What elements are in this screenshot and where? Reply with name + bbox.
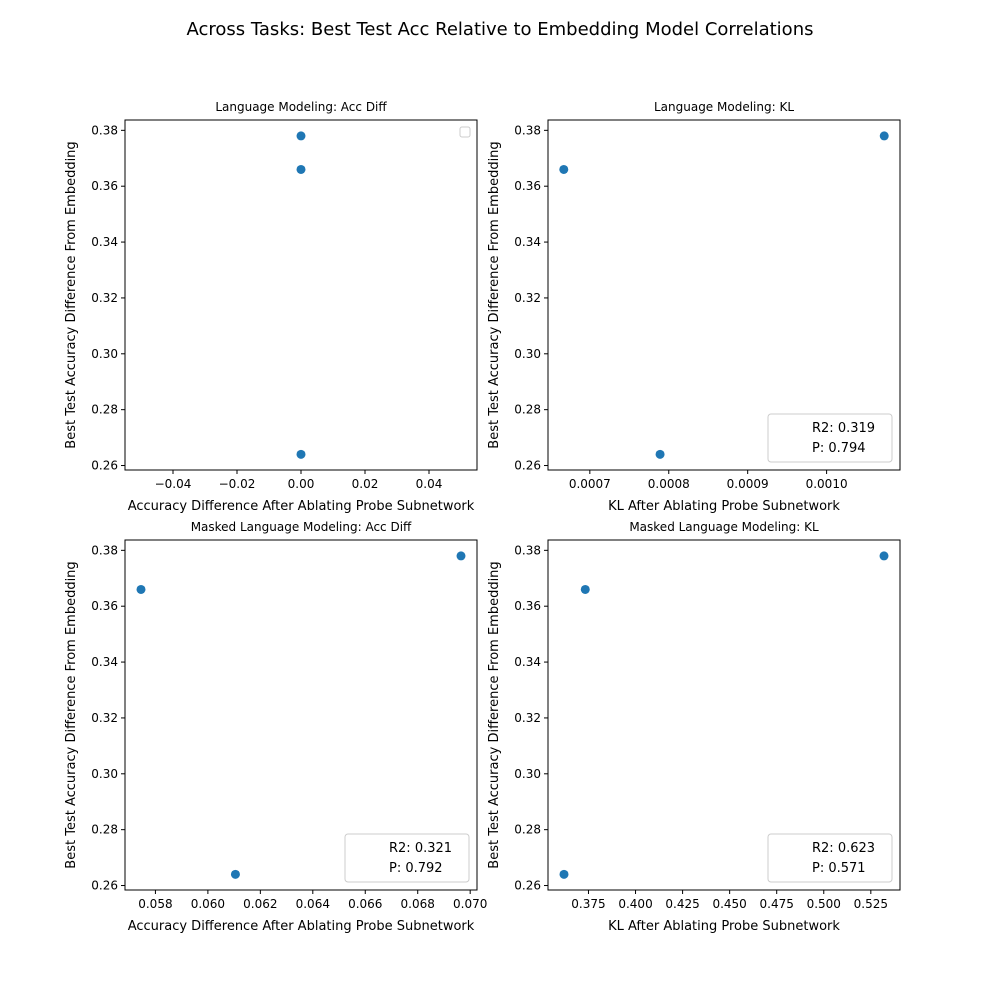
subplot-title: Masked Language Modeling: Acc Diff (191, 520, 412, 534)
y-tick-label: 0.34 (514, 655, 541, 669)
x-tick-label: 0.00 (288, 477, 315, 491)
axes-frame (547, 539, 901, 891)
x-tick-label: 0.0008 (648, 477, 690, 491)
x-tick-label: 0.0009 (727, 477, 769, 491)
x-tick-label: 0.064 (296, 897, 330, 911)
y-tick-label: 0.34 (514, 235, 541, 249)
figure-suptitle: Across Tasks: Best Test Acc Relative to … (187, 19, 814, 40)
subplot-3: Masked Language Modeling: Acc Diff 0.058 0… (64, 520, 487, 934)
subplot-grid: Language Modeling: Acc Diff −0.04 −0.02 0.0… (64, 100, 901, 934)
x-tick-label: 0.500 (807, 897, 841, 911)
y-tick-label: 0.34 (91, 655, 118, 669)
subplot-1: Language Modeling: Acc Diff −0.04 −0.02 0.0… (64, 100, 478, 514)
x-tick-label: 0.425 (665, 897, 699, 911)
legend-entry: P: 0.792 (389, 861, 443, 876)
y-tick-label: 0.32 (91, 291, 118, 305)
y-tick-label: 0.36 (91, 599, 118, 613)
subplot-title: Language Modeling: KL (654, 100, 794, 114)
data-point (296, 164, 306, 174)
subplot-2: Language Modeling: KL 0.0007 0.0008 0.0009 0… (487, 100, 901, 514)
legend-entry: P: 0.571 (812, 861, 866, 876)
data-point (655, 449, 665, 459)
y-tick-label: 0.32 (91, 711, 118, 725)
x-tick-label: 0.062 (243, 897, 277, 911)
y-tick-label: 0.32 (514, 711, 541, 725)
y-tick-label: 0.30 (91, 347, 118, 361)
legend-entry: R2: 0.623 (812, 841, 875, 856)
y-axis-label: Best Test Accuracy Difference From Embed… (487, 141, 502, 448)
subplot-4: Masked Language Modeling: KL 0.375 0.400 0.… (487, 520, 901, 934)
y-tick-label: 0.36 (514, 179, 541, 193)
data-point (879, 551, 889, 561)
legend-box (767, 413, 893, 463)
x-tick-label: −0.04 (155, 477, 192, 491)
axes-frame (124, 539, 478, 891)
x-tick-label: 0.0010 (806, 477, 848, 491)
x-tick-label: 0.068 (401, 897, 435, 911)
x-axis-label: KL After Ablating Probe Subnetwork (608, 919, 840, 934)
data-point (456, 551, 466, 561)
y-tick-label: 0.38 (91, 543, 118, 557)
x-tick-label: 0.060 (191, 897, 225, 911)
subplot-title: Language Modeling: Acc Diff (215, 100, 387, 114)
x-tick-label: 0.525 (854, 897, 888, 911)
y-tick-label: 0.38 (514, 543, 541, 557)
x-tick-label: 0.04 (416, 477, 443, 491)
x-axis-label: KL After Ablating Probe Subnetwork (608, 499, 840, 514)
y-tick-label: 0.36 (514, 599, 541, 613)
legend-box (767, 833, 893, 883)
y-tick-label: 0.38 (91, 123, 118, 137)
data-point (559, 164, 569, 174)
data-point (559, 869, 569, 879)
data-point (580, 584, 590, 594)
y-tick-label: 0.28 (514, 403, 541, 417)
y-axis-label: Best Test Accuracy Difference From Embed… (64, 561, 79, 868)
y-tick-label: 0.26 (91, 879, 118, 893)
y-tick-label: 0.26 (514, 459, 541, 473)
y-tick-label: 0.26 (514, 879, 541, 893)
legend-entry: R2: 0.319 (812, 421, 875, 436)
legend-entry: P: 0.794 (812, 441, 866, 456)
x-tick-label: 0.0007 (569, 477, 611, 491)
x-axis-label: Accuracy Difference After Ablating Probe… (128, 919, 475, 934)
legend-box (344, 833, 470, 883)
y-tick-label: 0.26 (91, 459, 118, 473)
y-tick-label: 0.30 (514, 767, 541, 781)
y-tick-label: 0.28 (91, 823, 118, 837)
y-tick-label: 0.38 (514, 123, 541, 137)
data-point (879, 131, 889, 141)
data-point (296, 449, 306, 459)
y-tick-label: 0.28 (91, 403, 118, 417)
x-tick-label: 0.475 (760, 897, 794, 911)
legend: R2: 0.321 P: 0.792 (344, 833, 470, 883)
y-tick-label: 0.32 (514, 291, 541, 305)
y-tick-label: 0.30 (514, 347, 541, 361)
y-tick-label: 0.30 (91, 767, 118, 781)
x-tick-label: 0.066 (348, 897, 382, 911)
legend: R2: 0.319 P: 0.794 (767, 413, 893, 463)
legend: R2: 0.623 P: 0.571 (767, 833, 893, 883)
y-tick-label: 0.34 (91, 235, 118, 249)
legend-box (459, 126, 471, 138)
x-tick-label: −0.02 (219, 477, 256, 491)
x-axis-label: Accuracy Difference After Ablating Probe… (128, 499, 475, 514)
axes-frame (547, 119, 901, 471)
data-point (230, 869, 240, 879)
y-axis-label: Best Test Accuracy Difference From Embed… (64, 141, 79, 448)
y-tick-label: 0.36 (91, 179, 118, 193)
y-axis-label: Best Test Accuracy Difference From Embed… (487, 561, 502, 868)
legend-entry: R2: 0.321 (389, 841, 452, 856)
x-tick-label: 0.450 (712, 897, 746, 911)
x-tick-label: 0.058 (138, 897, 172, 911)
x-tick-label: 0.070 (453, 897, 487, 911)
x-tick-label: 0.02 (352, 477, 379, 491)
subplot-title: Masked Language Modeling: KL (629, 520, 819, 534)
x-tick-label: 0.375 (571, 897, 605, 911)
data-point (136, 584, 146, 594)
y-tick-label: 0.28 (514, 823, 541, 837)
data-point (296, 131, 306, 141)
x-tick-label: 0.400 (618, 897, 652, 911)
